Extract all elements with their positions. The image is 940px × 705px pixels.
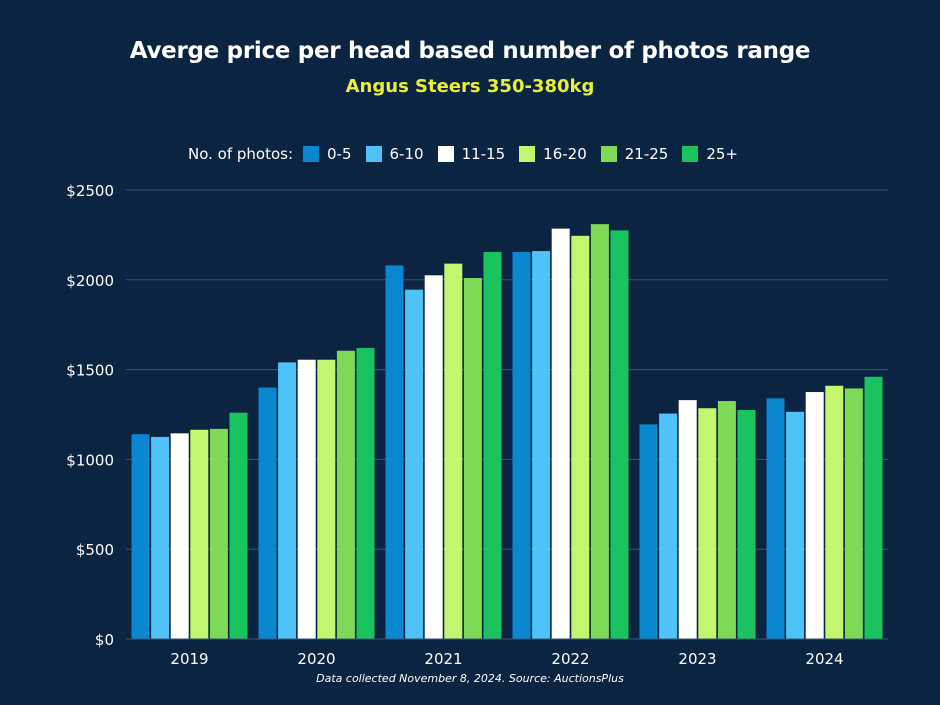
x-tick-label: 2020 (297, 650, 335, 668)
bar (405, 289, 424, 639)
legend-item-0-5: 0-5 (303, 145, 352, 163)
bar (170, 433, 189, 639)
bar (678, 400, 697, 639)
bar (512, 251, 531, 639)
bar (278, 362, 297, 639)
bar (825, 385, 844, 639)
bar (551, 228, 570, 639)
legend-swatch (303, 146, 320, 162)
legend-swatch (600, 146, 617, 162)
bar (385, 265, 404, 639)
bar (463, 278, 482, 639)
bar (844, 388, 863, 639)
bar (356, 348, 375, 639)
legend-item-25-plus: 25+ (682, 145, 738, 163)
legend-swatch (437, 146, 454, 162)
bar (610, 230, 629, 639)
bar (131, 434, 150, 639)
y-tick-label: $0 (95, 631, 114, 649)
legend-swatch (365, 146, 382, 162)
bar (424, 275, 443, 639)
bar (297, 359, 316, 639)
chart-title: Averge price per head based number of ph… (129, 38, 811, 64)
footnote: Data collected November 8, 2024. Source:… (316, 672, 624, 685)
legend-item-16-20: 16-20 (519, 145, 587, 163)
bar (483, 251, 502, 639)
legend-label: 21-25 (624, 145, 669, 163)
bar (532, 251, 551, 639)
bar (766, 398, 785, 639)
bar (336, 350, 355, 639)
bar (190, 429, 209, 639)
bar (737, 410, 756, 639)
legend-item-11-15: 11-15 (437, 145, 506, 163)
bar (805, 392, 824, 639)
bar (444, 263, 463, 639)
y-tick-label: $1500 (66, 362, 114, 380)
legend-label: 25+ (706, 145, 738, 163)
legend-item-21-25: 21-25 (600, 145, 669, 163)
legend-label: 6-10 (389, 145, 424, 163)
bar (698, 408, 717, 639)
bar (717, 401, 736, 639)
bar (258, 387, 277, 639)
bar (639, 424, 658, 639)
bar (659, 413, 678, 639)
y-tick-label: $500 (76, 541, 114, 559)
legend-title: No. of photos: (187, 145, 294, 163)
y-tick-label: $1000 (66, 451, 114, 469)
bar (571, 235, 590, 639)
legend-label: 11-15 (461, 145, 506, 163)
bar (317, 359, 336, 639)
legend-label: 16-20 (543, 145, 587, 163)
bar (864, 376, 883, 639)
x-tick-label: 2023 (678, 650, 716, 668)
bar (786, 411, 805, 639)
bar (590, 224, 609, 639)
chart-subtitle: Angus Steers 350-380kg (345, 76, 595, 97)
legend-item-6-10: 6-10 (365, 145, 424, 163)
x-tick-label: 2024 (805, 650, 843, 668)
y-tick-label: $2000 (66, 272, 114, 290)
x-tick-label: 2019 (170, 650, 208, 668)
x-tick-label: 2021 (424, 650, 462, 668)
legend-swatch (682, 146, 699, 162)
legend-label: 0-5 (327, 145, 352, 163)
legend-swatch (519, 146, 536, 162)
legend: No. of photos: 0-5 6-10 11-15 16-20 21-2… (0, 145, 940, 163)
bar (151, 436, 170, 639)
bar (209, 428, 228, 639)
bar (229, 412, 248, 639)
y-tick-label: $2500 (66, 182, 114, 200)
x-tick-label: 2022 (551, 650, 589, 668)
